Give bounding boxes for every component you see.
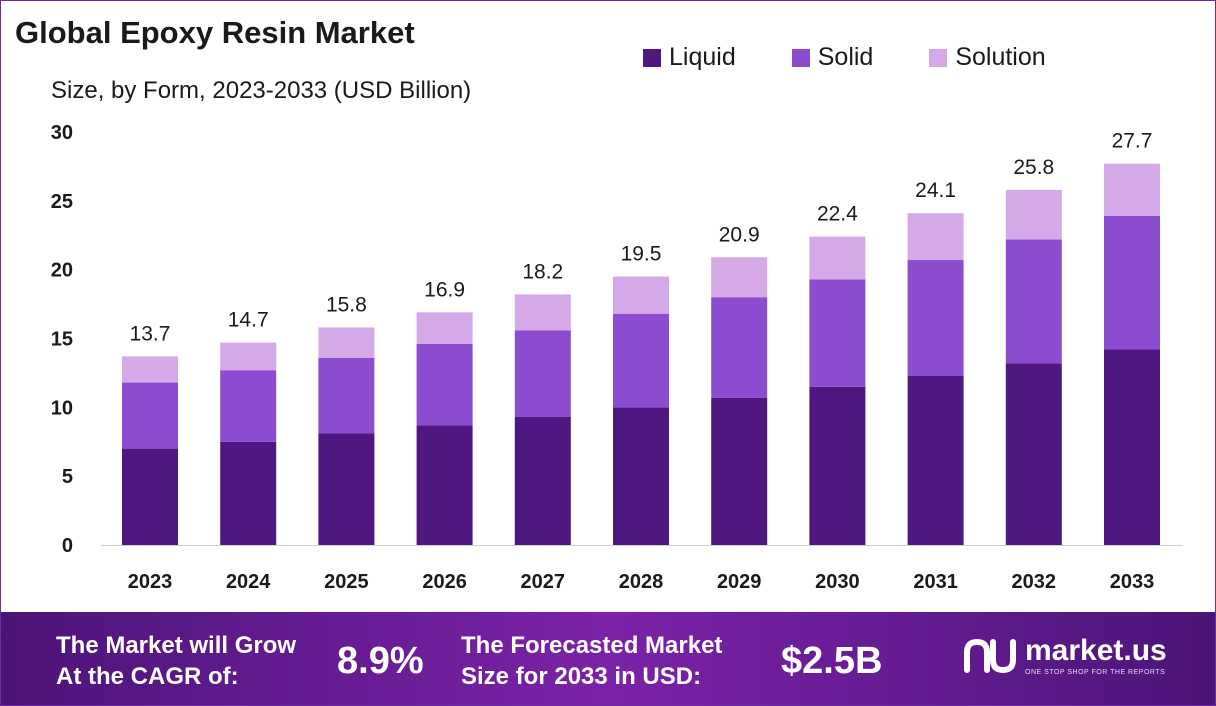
- y-tick-label: 15: [51, 329, 73, 351]
- legend-label-liquid: Liquid: [669, 43, 736, 71]
- x-tick-label: 2032: [1012, 571, 1057, 593]
- bar-segment-solution: [809, 236, 866, 280]
- bar-segment-liquid: [711, 397, 768, 545]
- bar-segment-solution: [514, 294, 571, 331]
- cagr-label-line2: At the CAGR of:: [56, 663, 239, 690]
- legend-item-solid: Solid: [791, 43, 874, 72]
- x-tick-label: 2023: [128, 571, 173, 593]
- x-tick-label: 2028: [619, 571, 664, 593]
- legend-swatch-solid: [791, 48, 810, 67]
- bar-total-label: 18.2: [522, 260, 563, 283]
- y-tick-label: 20: [51, 260, 73, 282]
- bar-total-label: 27.7: [1112, 130, 1153, 153]
- bar-segment-solid: [318, 357, 375, 434]
- legend-swatch-liquid: [643, 48, 661, 67]
- bar-segment-solution: [613, 276, 669, 314]
- bar-segment-solution: [416, 312, 473, 345]
- legend-swatch-solution: [929, 48, 948, 67]
- y-tick-label: 5: [62, 466, 73, 488]
- bar-segment-solution: [122, 356, 178, 383]
- y-tick-label: 0: [62, 535, 73, 557]
- forecast-label-line1: The Forecasted Market: [461, 632, 723, 659]
- bar-segment-liquid: [122, 448, 178, 545]
- bar-total-label: 19.5: [621, 243, 662, 266]
- bar-segment-liquid: [220, 441, 277, 545]
- bar-segment-solid: [122, 382, 178, 449]
- bar-total-label: 22.4: [817, 203, 858, 226]
- x-tick-label: 2033: [1110, 571, 1155, 593]
- bar-segment-liquid: [1005, 363, 1062, 545]
- x-tick-label: 2029: [717, 571, 762, 593]
- x-tick-label: 2030: [815, 571, 860, 593]
- market-us-logo-icon: [964, 638, 1016, 674]
- bar-segment-liquid: [907, 375, 964, 545]
- bar-segment-solution: [220, 342, 277, 371]
- bar-segment-solid: [613, 313, 669, 408]
- footer-banner: The Market will Grow At the CAGR of: 8.9…: [1, 612, 1215, 705]
- bar-segment-liquid: [514, 416, 571, 545]
- chart-legend: Liquid Solid Solution: [643, 43, 1046, 72]
- legend-item-solution: Solution: [929, 43, 1046, 72]
- bar-segment-solid: [711, 297, 768, 398]
- bar-segment-liquid: [809, 386, 866, 545]
- brand-logo: market.us ONE STOP SHOP FOR THE REPORTS: [963, 636, 1167, 676]
- forecast-label: The Forecasted Market Size for 2033 in U…: [461, 630, 722, 692]
- forecast-label-line2: Size for 2033 in USD:: [461, 663, 702, 690]
- chart-title: Global Epoxy Resin Market: [15, 15, 415, 50]
- bar-segment-solid: [220, 370, 277, 442]
- bar-total-label: 13.7: [130, 322, 171, 345]
- bar-total-label: 15.8: [326, 293, 367, 316]
- bar-total-label: 20.9: [719, 223, 760, 246]
- bar-segment-solid: [809, 279, 866, 387]
- y-tick-label: 25: [51, 191, 73, 213]
- bar-segment-solution: [1005, 189, 1062, 240]
- forecast-value: $2.5B: [781, 640, 883, 682]
- bar-segment-liquid: [318, 433, 375, 545]
- cagr-label: The Market will Grow At the CAGR of:: [56, 630, 296, 692]
- y-tick-label: 30: [51, 122, 73, 144]
- brand-tagline: ONE STOP SHOP FOR THE REPORTS: [1025, 669, 1166, 676]
- bar-total-label: 16.9: [424, 278, 465, 301]
- bar-total-label: 24.1: [915, 179, 956, 202]
- x-tick-label: 2026: [422, 571, 467, 593]
- cagr-label-line1: The Market will Grow: [56, 632, 297, 659]
- x-tick-label: 2027: [521, 571, 566, 593]
- bar-segment-liquid: [416, 425, 473, 545]
- legend-label-solution: Solution: [955, 43, 1046, 71]
- bar-segment-liquid: [613, 407, 669, 545]
- y-tick-label: 10: [51, 397, 73, 419]
- legend-item-liquid: Liquid: [643, 43, 736, 72]
- bar-segment-solution: [907, 213, 964, 261]
- bar-segment-solid: [514, 330, 571, 417]
- bar-segment-solid: [1005, 239, 1062, 364]
- bar-total-label: 25.8: [1013, 156, 1054, 179]
- bar-segment-liquid: [1104, 349, 1160, 545]
- x-tick-label: 2025: [324, 571, 369, 593]
- legend-label-solid: Solid: [817, 43, 874, 71]
- bar-segment-solution: [711, 257, 768, 298]
- x-tick-label: 2031: [913, 571, 958, 593]
- bar-total-label: 14.7: [228, 309, 269, 332]
- bar-segment-solid: [907, 260, 964, 376]
- x-tick-label: 2024: [226, 571, 271, 593]
- bar-segment-solution: [318, 327, 375, 358]
- chart-subtitle: Size, by Form, 2023-2033 (USD Billion): [51, 77, 472, 104]
- cagr-value: 8.9%: [337, 640, 424, 682]
- bar-segment-solid: [416, 344, 473, 426]
- bar-segment-solution: [1104, 163, 1160, 216]
- bar-segment-solid: [1104, 215, 1160, 350]
- brand-name: market.us: [1025, 634, 1167, 667]
- bar-chart: 05101520253013.7202314.7202415.8202516.9…: [51, 122, 1183, 593]
